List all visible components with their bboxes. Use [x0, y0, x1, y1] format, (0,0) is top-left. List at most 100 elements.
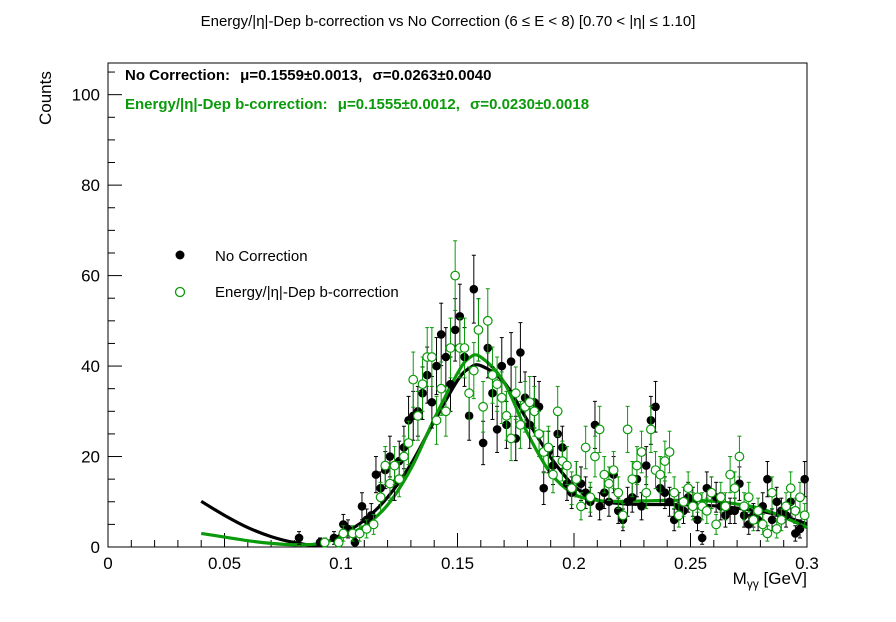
data-point-bcorrection: [790, 505, 801, 516]
fit-info-box: No Correction: μ=0.1559±0.0013, σ=0.0263…: [125, 67, 589, 113]
data-point-bcorrection: [706, 487, 717, 498]
data-point-bcorrection: [548, 469, 558, 480]
data-point-bcorrection: [417, 379, 428, 390]
data-point-no-correction: [772, 497, 782, 507]
data-point-no-correction: [446, 379, 455, 389]
data-point-bcorrection: [767, 487, 777, 498]
data-point-no-correction: [366, 511, 376, 520]
data-point-bcorrection: [604, 478, 614, 489]
data-point-bcorrection: [757, 519, 768, 530]
data-point-bcorrection: [478, 401, 489, 412]
data-point-bcorrection: [399, 451, 409, 462]
data-point-bcorrection: [632, 460, 642, 471]
data-point-bcorrection: [440, 406, 451, 417]
data-point-bcorrection: [492, 379, 503, 390]
data-point-bcorrection: [464, 388, 475, 399]
x-tick-label: 0.2: [562, 554, 586, 573]
data-point-no-correction: [595, 501, 604, 511]
data-point-no-correction: [506, 357, 516, 366]
x-tick-label: 0.3: [795, 554, 819, 573]
legend-marker-bcorrection: [174, 286, 186, 298]
data-point-bcorrection: [785, 483, 796, 494]
data-point-no-correction: [730, 506, 740, 516]
data-point-bcorrection: [506, 433, 516, 444]
data-point-bcorrection: [482, 315, 493, 326]
legend-label-bcorrection: Energy/|η|-Dep b-correction: [215, 284, 399, 301]
data-point-bcorrection: [524, 397, 535, 408]
y-tick-label: 100: [72, 86, 100, 105]
data-point-bcorrection: [799, 510, 810, 521]
data-point-no-correction: [450, 325, 460, 335]
data-point-no-correction: [385, 452, 395, 461]
data-point-bcorrection: [354, 528, 365, 539]
data-point-bcorrection: [711, 519, 722, 530]
data-point-bcorrection: [552, 406, 563, 417]
data-point-bcorrection: [487, 370, 498, 381]
legend-marker-no-correction: [175, 250, 185, 260]
data-point-bcorrection: [641, 487, 652, 498]
data-point-no-correction: [432, 361, 441, 371]
plot-frame: [107, 62, 808, 548]
data-point-no-correction: [371, 470, 381, 479]
data-point-bcorrection: [720, 501, 731, 512]
data-point-bcorrection: [333, 537, 344, 548]
data-point-bcorrection: [771, 524, 782, 534]
data-point-no-correction: [441, 352, 451, 362]
data-point-bcorrection: [385, 478, 395, 489]
data-point-bcorrection: [748, 514, 759, 525]
data-point-bcorrection: [375, 492, 386, 503]
data-point-no-correction: [357, 501, 367, 511]
data-point-bcorrection: [608, 465, 619, 476]
data-point-no-correction: [800, 474, 809, 484]
data-point-bcorrection: [566, 483, 577, 494]
data-point-bcorrection: [645, 424, 656, 435]
data-point-bcorrection: [729, 483, 740, 494]
data-point-no-correction: [497, 361, 507, 371]
data-point-bcorrection: [585, 492, 596, 503]
data-point-bcorrection: [543, 442, 554, 453]
x-axis-label: Mγγ [GeV]: [733, 569, 807, 591]
data-point-bcorrection: [622, 424, 633, 435]
data-point-no-correction: [492, 425, 502, 434]
x-tick-label: 0.15: [441, 554, 474, 573]
data-point-bcorrection: [361, 524, 372, 534]
data-point-bcorrection: [445, 343, 456, 353]
data-point-bcorrection: [627, 474, 638, 485]
x-axis-label-main: M: [733, 569, 747, 588]
data-point-no-correction: [795, 524, 805, 534]
data-point-bcorrection: [753, 505, 763, 516]
data-point-bcorrection: [473, 324, 484, 335]
data-point-bcorrection: [683, 483, 694, 494]
data-point-bcorrection: [426, 352, 437, 362]
x-axis-label-subscript: γγ: [747, 577, 759, 591]
y-tick-label: 80: [81, 176, 100, 195]
data-point-bcorrection: [580, 442, 591, 453]
fit-info-label: No Correction:: [125, 67, 230, 84]
data-point-no-correction: [469, 284, 479, 294]
data-point-bcorrection: [468, 365, 479, 376]
data-point-bcorrection: [590, 451, 600, 462]
y-tick-label: 0: [91, 538, 100, 557]
y-tick-label: 40: [81, 357, 100, 376]
data-point-bcorrection: [319, 537, 330, 548]
fit-info-sigma: σ=0.0263±0.0040: [372, 67, 491, 84]
legend: No Correction Energy/|η|-Dep b-correctio…: [174, 248, 399, 301]
data-point-no-correction: [516, 348, 525, 357]
x-tick-label: 0.25: [674, 554, 707, 573]
data-point-bcorrection: [571, 474, 582, 485]
data-point-no-correction: [539, 483, 549, 493]
data-point-bcorrection: [664, 447, 675, 457]
data-point-bcorrection: [715, 492, 726, 503]
data-point-bcorrection: [510, 388, 521, 399]
data-point-bcorrection: [795, 492, 805, 503]
data-point-bcorrection: [739, 501, 749, 512]
data-point-no-correction: [697, 533, 707, 543]
data-point-bcorrection: [636, 447, 647, 457]
y-tick-label: 20: [81, 448, 100, 467]
data-point-bcorrection: [450, 270, 461, 281]
data-point-bcorrection: [394, 474, 405, 485]
data-point-no-correction: [604, 497, 614, 507]
data-point-bcorrection: [762, 528, 773, 539]
data-point-bcorrection: [701, 505, 712, 516]
data-point-no-correction: [350, 538, 360, 547]
